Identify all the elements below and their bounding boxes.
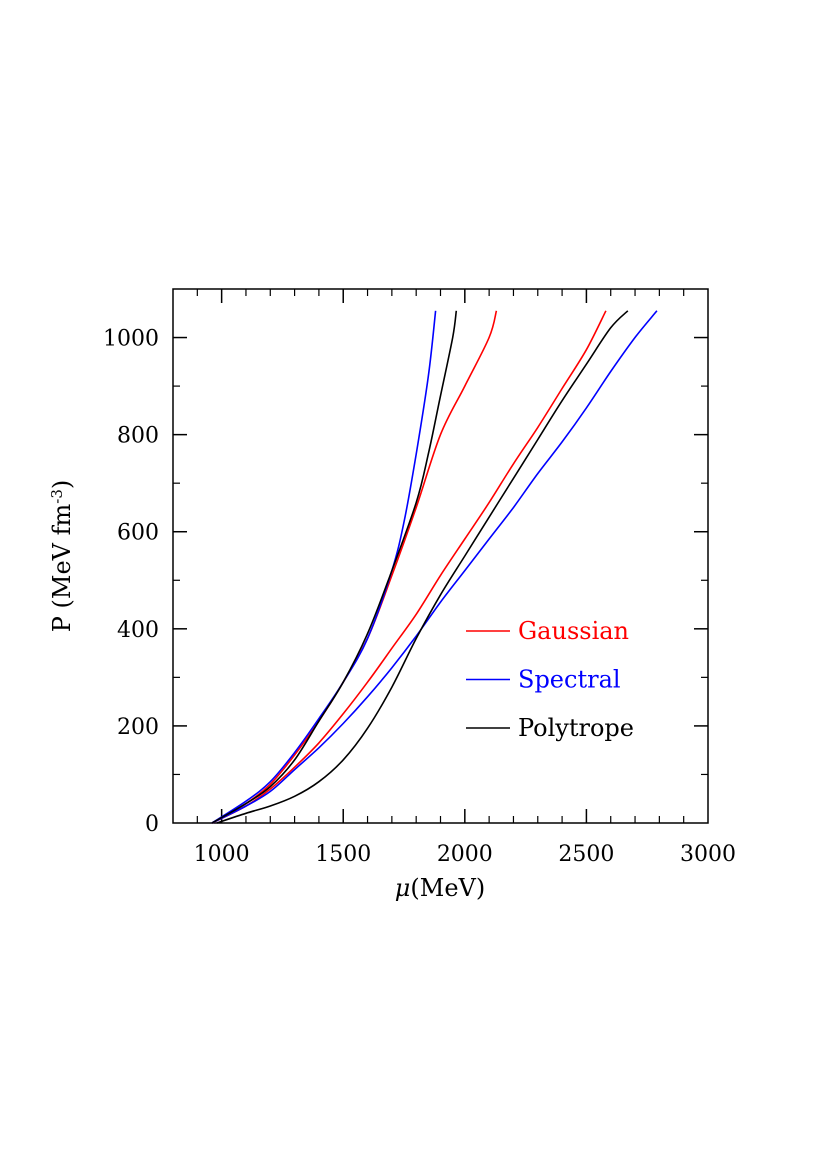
data-curves <box>211 310 658 824</box>
y-tick-label: 1000 <box>103 327 159 352</box>
series-line-spectral-2 <box>211 310 658 824</box>
x-tick-label: 2500 <box>558 842 614 867</box>
x-tick-label: 3000 <box>680 842 736 867</box>
y-axis-title: P (MeV fm-3) <box>48 480 76 633</box>
series-line-polytrope-1 <box>211 310 458 824</box>
y-tick-label: 200 <box>117 715 159 740</box>
legend: Gaussian Spectral Polytrope <box>466 617 634 742</box>
plot-frame <box>172 288 709 824</box>
legend-label-spectral: Spectral <box>518 666 621 694</box>
x-axis-title: μ(MeV) <box>395 874 485 902</box>
y-tick-label: 600 <box>117 521 159 546</box>
y-tick-label: 800 <box>117 424 159 449</box>
tick-labels: 1000 1500 2000 2500 3000 0 200 400 600 800 1000 <box>103 327 736 867</box>
series-line-gaussian-2 <box>211 310 607 824</box>
axis-ticks <box>173 289 708 823</box>
x-tick-label: 1000 <box>194 842 250 867</box>
x-tick-label: 2000 <box>437 842 493 867</box>
legend-label-polytrope: Polytrope <box>518 714 634 742</box>
y-tick-label: 0 <box>145 812 159 837</box>
legend-label-gaussian: Gaussian <box>518 617 629 645</box>
series-line-polytrope-2 <box>216 310 629 824</box>
x-tick-label: 1500 <box>315 842 371 867</box>
y-tick-label: 400 <box>117 618 159 643</box>
series-line-spectral-1 <box>211 310 437 824</box>
